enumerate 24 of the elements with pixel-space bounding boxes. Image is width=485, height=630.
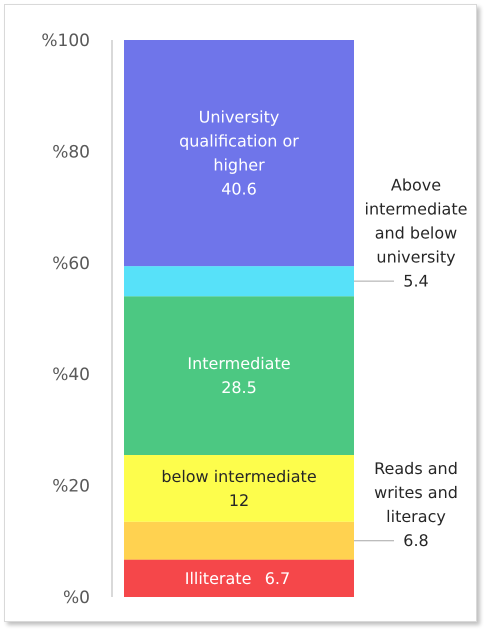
series-label: Illiterate — [184, 568, 252, 588]
series-label: University qualification or higher — [179, 108, 300, 175]
series-label: below intermediate — [161, 466, 317, 486]
bar — [124, 560, 354, 597]
bar — [124, 522, 354, 560]
bar — [124, 40, 354, 266]
data-label: 6.8 — [403, 531, 429, 550]
series-label: Reads and writes and literacy — [374, 459, 458, 526]
y-tick-label: %80 — [52, 142, 90, 162]
data-label: 6.7 — [264, 568, 290, 588]
y-tick-label: %100 — [41, 31, 90, 52]
y-tick-label: %60 — [52, 254, 90, 274]
data-label: 28.5 — [221, 378, 257, 398]
y-tick-label: %40 — [52, 365, 90, 386]
bar — [124, 266, 354, 296]
y-tick-label: %20 — [52, 476, 90, 497]
data-label: 5.4 — [403, 272, 429, 291]
y-tick-label: %0 — [63, 588, 90, 608]
bar — [124, 296, 354, 455]
series-label: Intermediate — [187, 354, 291, 374]
series-label: Above intermediate and below university — [364, 176, 468, 267]
bar — [124, 454, 354, 522]
data-label: 40.6 — [221, 180, 257, 199]
data-label: 12 — [228, 490, 250, 510]
